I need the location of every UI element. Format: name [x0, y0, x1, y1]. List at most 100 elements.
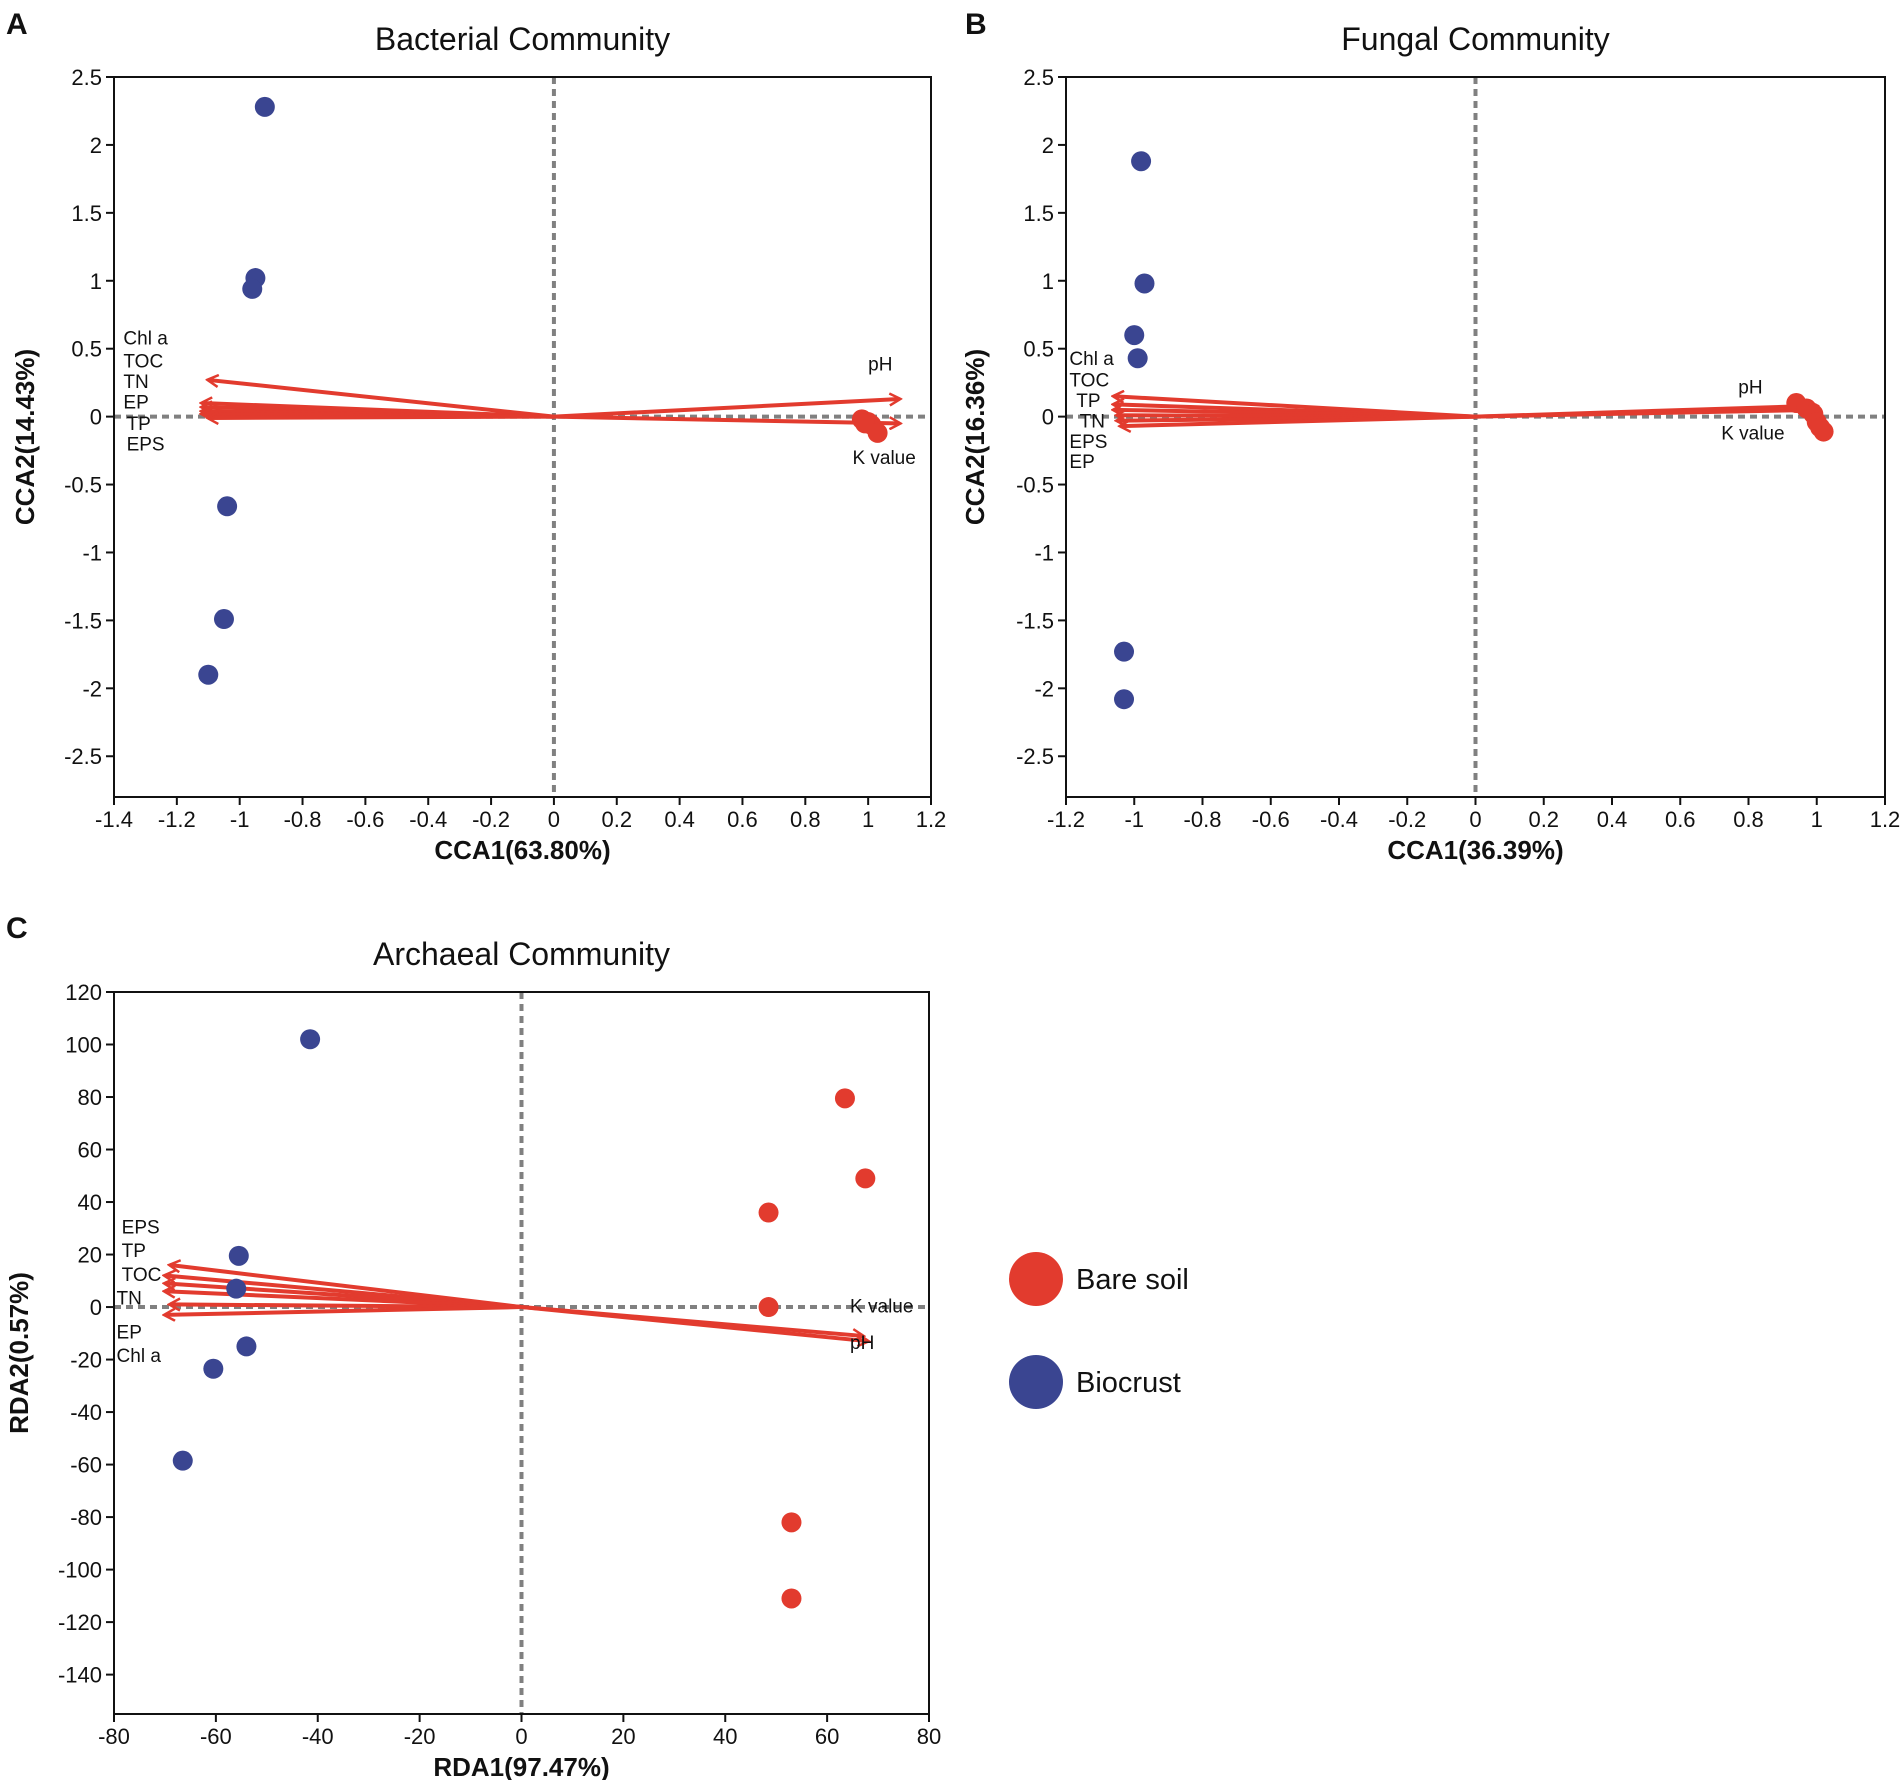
y-tick-label: 0.5: [71, 337, 102, 362]
point-biocrust: [1127, 348, 1148, 369]
x-tick-label: -0.8: [1184, 807, 1222, 832]
x-tick-label: 0.2: [1528, 807, 1559, 832]
vector-label: pH: [868, 354, 892, 375]
point-bare-soil: [855, 1168, 876, 1189]
x-tick-label: -0.6: [1252, 807, 1290, 832]
x-axis-label: RDA1(97.47%): [433, 1752, 609, 1780]
vector-label: K value: [850, 1296, 913, 1317]
y-tick-label: 40: [78, 1190, 102, 1215]
point-biocrust: [1124, 325, 1145, 346]
x-tick-label: -0.6: [346, 807, 384, 832]
y-tick-label: 120: [65, 980, 102, 1005]
y-tick-label: -2: [1034, 676, 1054, 701]
x-tick-label: -0.2: [1388, 807, 1426, 832]
vector-label: TN: [1080, 411, 1105, 432]
x-axis-label: CCA1(63.80%): [434, 835, 610, 865]
point-biocrust: [236, 1336, 257, 1357]
point-biocrust: [1131, 151, 1152, 172]
point-bare-soil: [867, 422, 888, 443]
y-tick-label: -2: [82, 676, 102, 701]
legend-swatch-biocrust: [1009, 1355, 1063, 1409]
x-tick-label: 0: [515, 1724, 527, 1749]
vector-label: TOC: [123, 352, 163, 373]
y-tick-label: -0.5: [1016, 473, 1054, 498]
chart-title: Archaeal Community: [373, 936, 670, 972]
x-tick-label: -0.4: [409, 807, 447, 832]
x-tick-label: 1.2: [1870, 807, 1901, 832]
y-tick-label: -120: [58, 1610, 102, 1635]
point-bare-soil: [781, 1512, 802, 1533]
vector-arrow-k-value: [1475, 410, 1817, 419]
point-biocrust: [198, 664, 219, 685]
point-biocrust: [203, 1358, 224, 1379]
y-tick-label: -1.5: [64, 608, 102, 633]
x-tick-label: 0.2: [601, 807, 632, 832]
x-tick-label: -0.2: [472, 807, 510, 832]
y-tick-label: -100: [58, 1558, 102, 1583]
point-biocrust: [242, 278, 263, 299]
point-bare-soil: [758, 1297, 779, 1318]
chart-title: Fungal Community: [1341, 21, 1610, 57]
x-tick-label: -1.2: [1047, 807, 1085, 832]
x-tick-label: 40: [713, 1724, 737, 1749]
point-biocrust: [1134, 273, 1155, 294]
panel-bacterial: A Bacterial Community -1.4 -1.2 -1 -0.8 -0.6 -0…: [6, 8, 946, 865]
y-tick-label: 2.5: [1023, 65, 1054, 90]
x-tick-label: -40: [302, 1724, 334, 1749]
y-tick-label: 20: [78, 1243, 102, 1268]
vector-label: TN: [117, 1288, 142, 1309]
vector-label: pH: [850, 1333, 874, 1354]
x-axis-label: CCA1(36.39%): [1387, 835, 1563, 865]
x-tick-label: -20: [404, 1724, 436, 1749]
point-biocrust: [226, 1278, 247, 1299]
y-axis-label: CCA2(14.43%): [10, 349, 40, 525]
vector-arrow-ep: [1121, 414, 1476, 427]
vector-arrow-chl-a: [208, 380, 555, 419]
y-tick-label: 1.5: [71, 201, 102, 226]
x-tick-label: -1.2: [158, 807, 196, 832]
y-tick-label: 80: [78, 1085, 102, 1110]
vector-arrow-k-value: [553, 414, 900, 424]
vector-arrow-chl-a: [165, 1305, 522, 1315]
vector-label: TP: [1076, 391, 1100, 412]
x-tick-label: 0.4: [664, 807, 695, 832]
legend: Bare soil Biocrust: [1009, 1252, 1189, 1409]
vector-label: EP: [117, 1323, 142, 1344]
vector-arrow-ph: [521, 1305, 868, 1341]
point-biocrust: [217, 496, 238, 517]
vector-label: TN: [123, 372, 148, 393]
panel-archaeal: C Archaeal Community -80 -60 -40 -20 0 20 40 60 80…: [4, 912, 941, 1780]
point-biocrust: [300, 1029, 321, 1050]
panel-fungal: B Fungal Community -1.2 -1 -0.8 -0.6 -0.4 -0.2 0…: [960, 8, 1900, 865]
y-tick-label: 60: [78, 1138, 102, 1163]
y-tick-label: 1.5: [1023, 201, 1054, 226]
point-biocrust: [1114, 641, 1135, 662]
x-tick-label: 0: [548, 807, 560, 832]
x-tick-label: 1: [862, 807, 874, 832]
x-tick-label: -1: [230, 807, 250, 832]
vector-label: TP: [122, 1241, 146, 1262]
x-tick-label: -1: [1124, 807, 1144, 832]
point-biocrust: [1114, 689, 1135, 710]
y-tick-label: 2.5: [71, 65, 102, 90]
x-tick-label: 0.6: [727, 807, 758, 832]
x-tick-label: 0: [1469, 807, 1481, 832]
point-bare-soil: [834, 1088, 855, 1109]
x-tick-label: 0.4: [1597, 807, 1628, 832]
x-tick-label: 0.8: [1733, 807, 1764, 832]
x-tick-label: -60: [200, 1724, 232, 1749]
y-tick-label: -80: [70, 1505, 102, 1530]
vector-arrow-tn: [165, 1291, 522, 1310]
vector-label: K value: [852, 448, 915, 469]
y-tick-label: -2.5: [1016, 744, 1054, 769]
x-tick-label: -1.4: [95, 807, 133, 832]
x-tick-label: 1: [1811, 807, 1823, 832]
legend-label: Bare soil: [1076, 1264, 1189, 1296]
chart-title: Bacterial Community: [375, 21, 670, 57]
vector-label: EPS: [122, 1218, 160, 1239]
x-tick-label: -0.4: [1320, 807, 1358, 832]
y-tick-label: -0.5: [64, 473, 102, 498]
x-tick-label: -0.8: [284, 807, 322, 832]
legend-swatch-bare-soil: [1009, 1252, 1063, 1306]
x-tick-label: -80: [98, 1724, 130, 1749]
